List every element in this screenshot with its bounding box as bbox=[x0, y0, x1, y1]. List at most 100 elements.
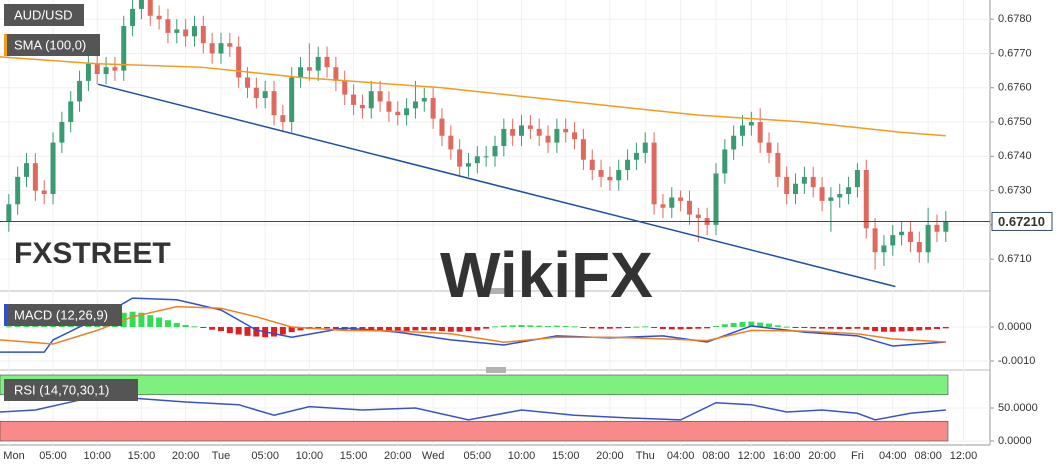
pane-label: SMA (100,0) bbox=[14, 37, 86, 52]
histogram-bar bbox=[598, 327, 605, 329]
candle-body bbox=[810, 176, 816, 188]
x-tick-label: 15:00 bbox=[552, 450, 580, 462]
histogram-bar bbox=[536, 325, 543, 327]
histogram-bar bbox=[827, 327, 834, 329]
x-tick-label: 20:00 bbox=[172, 450, 200, 462]
histogram-bar bbox=[748, 321, 755, 327]
candle-body bbox=[421, 98, 427, 102]
candle-body bbox=[801, 176, 807, 184]
x-tick-label: Tue bbox=[212, 450, 231, 462]
candle-body bbox=[766, 142, 772, 153]
candle-body bbox=[121, 26, 127, 71]
candle-body bbox=[934, 224, 940, 232]
candle-body bbox=[165, 19, 171, 33]
histogram-bar bbox=[14, 325, 21, 327]
histogram-bar bbox=[863, 327, 870, 330]
histogram-bar bbox=[527, 325, 534, 327]
label-stripe bbox=[4, 34, 7, 56]
histogram-bar bbox=[872, 327, 879, 332]
candle-body bbox=[59, 122, 65, 143]
histogram-bar bbox=[677, 327, 684, 330]
x-tick-label: Thu bbox=[636, 450, 655, 462]
candle-body bbox=[731, 135, 737, 150]
histogram-bar bbox=[695, 327, 702, 329]
candle-body bbox=[545, 135, 551, 143]
pane-label: AUD/USD bbox=[14, 7, 73, 22]
candle-body bbox=[412, 101, 418, 109]
candle-body bbox=[351, 94, 357, 105]
candle-body bbox=[598, 170, 604, 177]
candle-body bbox=[607, 176, 613, 181]
candle-body bbox=[395, 111, 401, 116]
histogram-bar bbox=[721, 324, 728, 327]
candle-body bbox=[77, 80, 83, 102]
histogram-bar bbox=[474, 327, 481, 331]
histogram-bar bbox=[421, 327, 428, 331]
candle-body bbox=[695, 214, 701, 219]
candle-body bbox=[68, 101, 74, 123]
histogram-bar bbox=[226, 327, 233, 334]
x-tick-label: 10:00 bbox=[508, 450, 536, 462]
candle-body bbox=[819, 187, 825, 201]
histogram-bar bbox=[659, 327, 666, 330]
label-box bbox=[4, 4, 84, 26]
histogram-bar bbox=[412, 327, 419, 331]
histogram-bar bbox=[456, 327, 463, 332]
candle-body bbox=[828, 197, 834, 201]
candle-body bbox=[740, 125, 745, 136]
label-box bbox=[4, 379, 138, 401]
histogram-bar bbox=[562, 325, 569, 327]
candle-body bbox=[890, 235, 896, 246]
histogram-bar bbox=[907, 327, 914, 332]
candle-body bbox=[907, 231, 913, 243]
histogram-bar bbox=[438, 327, 445, 332]
histogram-bar bbox=[925, 327, 932, 330]
histogram-bar bbox=[191, 326, 198, 328]
last-price-label: 0.67210 bbox=[998, 214, 1045, 229]
histogram-bar bbox=[279, 327, 286, 335]
candle-body bbox=[112, 67, 118, 71]
histogram-bar bbox=[854, 327, 861, 329]
line bbox=[0, 305, 946, 345]
candle-body bbox=[465, 163, 471, 167]
histogram-bar bbox=[288, 327, 295, 333]
histogram-bar bbox=[889, 327, 896, 332]
candle-body bbox=[156, 15, 162, 20]
candle-body bbox=[245, 77, 250, 88]
y-tick-label: 0.0000 bbox=[998, 435, 1032, 447]
x-tick-label: Fri bbox=[851, 450, 864, 462]
candle-body bbox=[15, 176, 21, 205]
candle-body bbox=[616, 170, 622, 181]
resize-handle[interactable] bbox=[486, 288, 506, 294]
candle-body bbox=[554, 128, 560, 143]
candle-body bbox=[854, 170, 860, 188]
histogram-bar bbox=[774, 325, 781, 327]
x-tick-label: 15:00 bbox=[340, 450, 368, 462]
histogram-bar bbox=[492, 326, 498, 328]
resize-handle[interactable] bbox=[486, 367, 506, 373]
labels-layer: Mon 05:00 10:00 15:00 20:00 Tue 05:00 10:00 15:0… bbox=[3, 4, 1053, 462]
candle-body bbox=[315, 56, 321, 71]
histogram-bar bbox=[704, 327, 711, 329]
line bbox=[0, 56, 946, 137]
x-tick-label: 20:00 bbox=[808, 450, 836, 462]
histogram-bar bbox=[712, 325, 719, 327]
histogram-bar bbox=[589, 327, 596, 329]
histogram-bar bbox=[315, 327, 322, 329]
histogram-bar bbox=[624, 327, 631, 328]
candle-body bbox=[510, 128, 516, 136]
histogram-bar bbox=[209, 327, 216, 330]
candle-body bbox=[253, 87, 259, 99]
histogram-bar bbox=[253, 327, 260, 337]
y-tick-label: 0.6730 bbox=[998, 184, 1032, 196]
histogram-bar bbox=[465, 327, 472, 332]
histogram-bar bbox=[668, 327, 675, 330]
candle-body bbox=[846, 187, 852, 195]
histogram-bar bbox=[615, 327, 622, 329]
candle-body bbox=[881, 245, 887, 253]
pane-label: MACD (12,26,9) bbox=[14, 307, 108, 322]
candle-body bbox=[94, 63, 100, 75]
histogram-bar bbox=[217, 327, 224, 332]
histogram-bar bbox=[633, 326, 640, 328]
